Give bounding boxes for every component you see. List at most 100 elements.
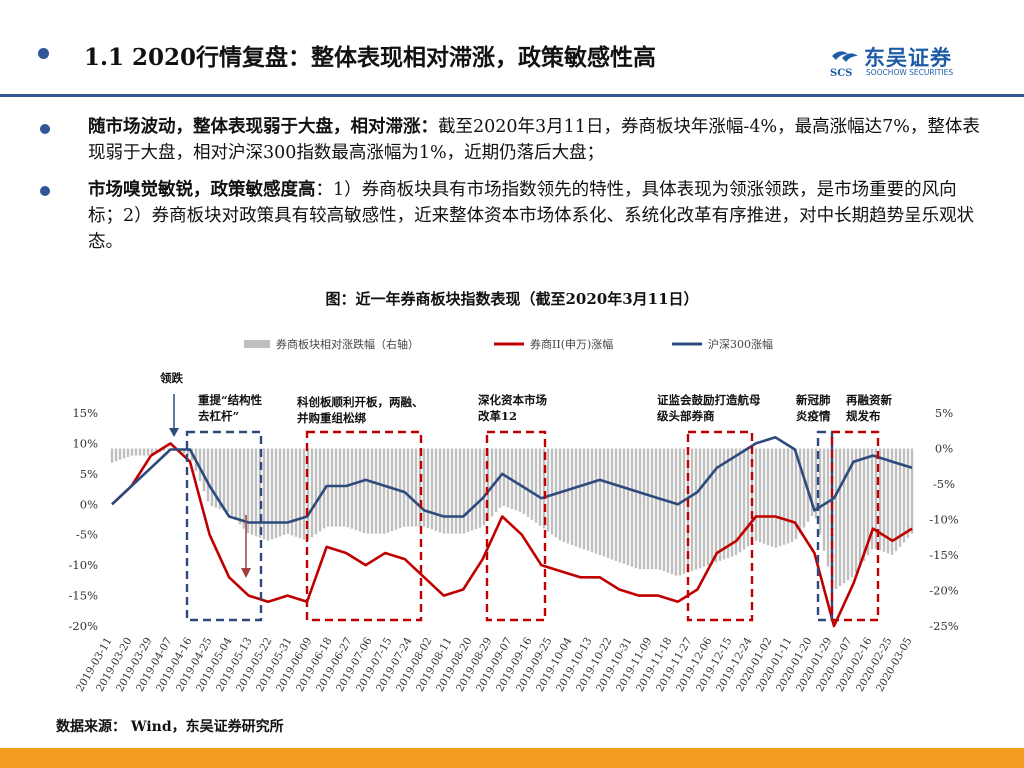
relative-bar	[666, 448, 670, 573]
legend-label-red: 券商II(申万)涨幅	[530, 337, 613, 351]
relative-bar	[114, 448, 118, 462]
relative-bar	[590, 448, 594, 553]
relative-bar	[862, 448, 866, 561]
relative-bar	[282, 448, 286, 536]
relative-bar	[742, 448, 746, 550]
relative-bar	[738, 448, 742, 553]
x-axis: 2019-03-112019-03-202019-03-292019-04-07…	[74, 635, 915, 694]
relative-bar	[826, 448, 830, 567]
relative-bar	[762, 448, 766, 544]
relative-bar	[602, 448, 606, 557]
relative-bar	[574, 448, 578, 547]
relative-bar	[542, 448, 546, 529]
title-bullet	[38, 48, 49, 59]
relative-bar	[218, 448, 222, 510]
left-tick-label: 15%	[72, 406, 98, 420]
relative-bar	[646, 448, 650, 570]
left-tick-label: -15%	[69, 589, 99, 603]
relative-bar	[446, 448, 450, 534]
logo-chinese-name: 东吴证券	[864, 46, 952, 70]
relative-bar	[722, 448, 726, 560]
relative-bar	[530, 448, 534, 520]
bullet-dot-2	[40, 186, 50, 196]
relative-bar	[378, 448, 382, 534]
left-tick-label: -10%	[69, 558, 99, 572]
relative-bar	[330, 448, 334, 527]
relative-bar	[462, 448, 466, 534]
relative-bar	[606, 448, 610, 558]
arrow-head-icon	[241, 568, 251, 578]
relative-bar	[858, 448, 862, 567]
relative-bar	[426, 448, 430, 528]
relative-bar	[670, 448, 674, 575]
relative-bar	[306, 448, 310, 541]
relative-bar	[230, 448, 234, 516]
relative-bar	[882, 448, 886, 552]
relative-bar	[490, 448, 494, 517]
right-tick-label: -25%	[929, 619, 959, 633]
relative-bar	[434, 448, 438, 531]
relative-bar	[866, 448, 870, 556]
relative-bar	[346, 448, 350, 528]
relative-bar	[458, 448, 462, 534]
logo-english-name: SOOCHOW SECURITIES	[866, 68, 954, 77]
relative-bar	[718, 448, 722, 561]
relative-bar	[678, 448, 682, 576]
relative-bar	[466, 448, 470, 532]
relative-bar	[818, 448, 822, 535]
relative-bar	[630, 448, 634, 567]
relative-bar	[342, 448, 346, 527]
relative-bar	[386, 448, 390, 533]
relative-bar	[626, 448, 630, 566]
relative-bar	[758, 448, 762, 543]
relative-bar	[390, 448, 394, 532]
event-highlight-box	[185, 430, 263, 622]
relative-bar	[546, 448, 550, 532]
relative-bar	[478, 448, 482, 528]
relative-bar	[290, 448, 294, 536]
relative-bar	[774, 448, 778, 548]
relative-bar	[522, 448, 526, 515]
relative-bar	[786, 448, 790, 544]
relative-bar	[146, 448, 150, 456]
relative-bar	[382, 448, 386, 534]
relative-bar	[698, 448, 702, 569]
relative-bar	[594, 448, 598, 554]
relative-bar	[854, 448, 858, 573]
relative-bar	[726, 448, 730, 559]
left-tick-label: -5%	[76, 528, 98, 542]
relative-bar	[810, 448, 814, 516]
relative-bar	[274, 448, 278, 538]
relative-bar	[802, 448, 806, 528]
relative-bar	[198, 448, 202, 481]
relative-bar	[422, 448, 426, 527]
relative-bar	[142, 448, 146, 456]
relative-bar	[654, 448, 658, 570]
company-logo: SCS 东吴证券 SOOCHOW SECURITIES	[828, 42, 978, 82]
relative-bar	[842, 448, 846, 584]
relative-bar	[814, 448, 818, 519]
relative-bar	[470, 448, 474, 531]
left-tick-label: 0%	[80, 497, 98, 511]
relative-bar	[294, 448, 298, 537]
relative-bar	[514, 448, 518, 511]
event-highlight-box	[816, 430, 834, 622]
bullet-2-heading: 市场嗅觉敏锐，政策敏感度高	[88, 180, 316, 200]
right-tick-label: 0%	[935, 442, 953, 456]
relative-bar	[766, 448, 770, 546]
relative-bar	[450, 448, 454, 534]
relative-bar	[138, 448, 142, 456]
legend-swatch-bars	[244, 340, 270, 348]
bullet-1-heading: 随市场波动，整体表现弱于大盘，相对滞涨：	[88, 117, 438, 137]
relative-bar	[454, 448, 458, 534]
relative-bar	[750, 448, 754, 544]
relative-bar	[782, 448, 786, 545]
relative-bar	[702, 448, 706, 567]
header-divider	[0, 94, 1024, 97]
relative-bar	[658, 448, 662, 570]
relative-bar	[482, 448, 486, 526]
right-tick-label: -10%	[929, 513, 959, 527]
arrow-head-icon	[169, 428, 179, 437]
relative-bar	[182, 448, 186, 454]
relative-bar	[302, 448, 306, 540]
